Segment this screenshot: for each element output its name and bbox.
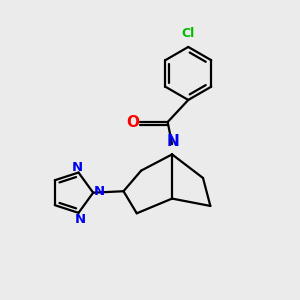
Text: Cl: Cl bbox=[182, 28, 195, 40]
Text: O: O bbox=[127, 115, 140, 130]
Text: N: N bbox=[167, 134, 180, 149]
Text: N: N bbox=[71, 161, 82, 174]
Text: N: N bbox=[94, 185, 105, 198]
Text: N: N bbox=[74, 213, 86, 226]
